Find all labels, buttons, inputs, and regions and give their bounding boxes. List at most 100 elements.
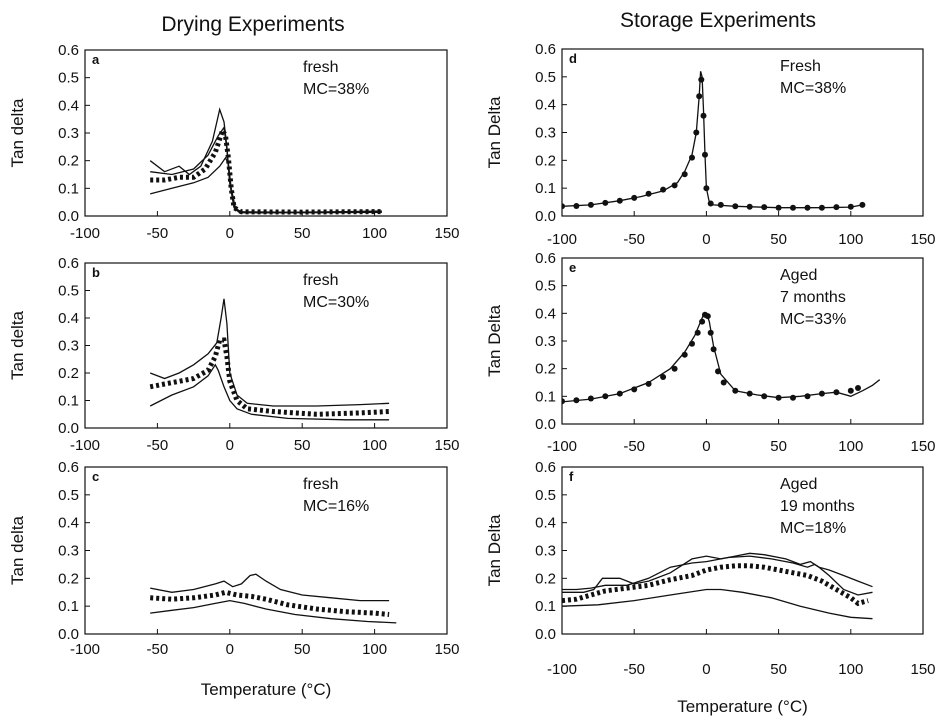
panel-annotation: MC=18% [780, 520, 846, 537]
data-point [631, 386, 638, 393]
y-tick-label: 0.1 [535, 180, 556, 197]
x-tick-label: 0 [702, 661, 710, 678]
data-point [602, 393, 609, 400]
data-point [804, 393, 811, 400]
panel-annotation: 19 months [780, 498, 855, 515]
data-point [703, 185, 710, 192]
y-tick-label: 0.1 [58, 180, 79, 197]
data-point [681, 171, 688, 178]
panel-annotation: MC=30% [303, 294, 369, 311]
data-point [587, 201, 594, 208]
x-tick-label: -100 [70, 437, 100, 454]
x-tick-label: 50 [770, 661, 787, 678]
data-point [707, 329, 714, 336]
y-tick-label: 0.4 [535, 305, 556, 322]
panel-letter: e [569, 260, 576, 275]
data-point [847, 203, 854, 210]
y-tick-label: 0.4 [535, 515, 556, 532]
panel-annotation: Fresh [780, 58, 821, 75]
data-point [671, 365, 678, 372]
data-point [699, 318, 706, 325]
data-point [715, 368, 721, 375]
x-tick-label: -50 [623, 438, 645, 455]
x-tick-label: 0 [226, 437, 234, 454]
data-point [689, 154, 695, 161]
panel-letter: d [569, 51, 577, 66]
y-tick-label: 0.0 [535, 416, 556, 433]
x-tick-label: -100 [547, 661, 577, 678]
data-point [761, 204, 768, 211]
panel-annotation: fresh [303, 59, 339, 76]
data-point [761, 393, 768, 400]
plot-frame [561, 257, 924, 425]
x-tick-label: 50 [770, 231, 787, 248]
x-tick-label: 150 [910, 231, 935, 248]
data-point [775, 204, 782, 211]
x-tick-label: 0 [702, 438, 710, 455]
y-tick-label: 0.3 [535, 125, 556, 142]
data-point [804, 204, 811, 211]
x-tick-label: 0 [226, 225, 234, 242]
x-tick-label: -50 [623, 231, 645, 248]
data-point [818, 204, 825, 211]
y-tick-label: 0.6 [58, 42, 79, 59]
series-group [562, 71, 866, 211]
series-dotted-line [562, 563, 869, 607]
series-line [149, 298, 390, 407]
x-tick-label: 100 [362, 437, 387, 454]
panel-annotation: fresh [303, 272, 339, 289]
panel-annotation: MC=38% [303, 81, 369, 98]
y-tick-label: 0.6 [535, 459, 556, 476]
y-tick-label: 0.4 [58, 515, 79, 532]
y-tick-label: 0.3 [535, 333, 556, 350]
y-tick-label: 0.3 [58, 338, 79, 355]
data-point [775, 394, 782, 401]
panel-annotation: fresh [303, 476, 339, 493]
x-tick-label: 100 [838, 231, 863, 248]
x-tick-label: 50 [294, 437, 311, 454]
data-point [833, 204, 840, 211]
y-tick-label: 0.0 [58, 420, 79, 437]
y-tick-label: 0.2 [58, 570, 79, 587]
y-tick-label: 0.3 [58, 125, 79, 142]
panel-annotation: Aged [780, 476, 817, 493]
x-tick-label: 50 [770, 438, 787, 455]
x-tick-label: 150 [910, 661, 935, 678]
data-point [660, 374, 667, 380]
y-tick-label: 0.2 [535, 152, 556, 169]
panel-letter: f [569, 469, 574, 484]
x-tick-label: -50 [147, 437, 169, 454]
y-tick-label: 0.6 [535, 250, 556, 267]
data-point [698, 76, 705, 83]
data-point [689, 340, 695, 347]
data-point [587, 395, 594, 402]
y-tick-label: 0.0 [58, 208, 79, 225]
data-point [702, 151, 708, 158]
data-point [790, 204, 796, 211]
y-tick-label: 0.5 [535, 69, 556, 86]
data-point [694, 329, 701, 336]
data-point [562, 203, 565, 210]
y-tick-label: 0.5 [535, 278, 556, 295]
y-tick-label: 0.4 [535, 97, 556, 114]
y-axis-label: Tan Delta [485, 305, 504, 377]
y-tick-label: 0.6 [58, 255, 79, 272]
data-point [732, 203, 739, 210]
data-point [562, 398, 565, 405]
data-point [746, 203, 753, 210]
y-tick-label: 0.0 [58, 626, 79, 643]
data-point [847, 387, 854, 394]
data-point [818, 390, 825, 397]
y-axis-label: Tan Delta [485, 514, 504, 586]
series-line [150, 573, 390, 602]
series-group [149, 107, 382, 215]
data-point [746, 390, 753, 397]
right-column-title: Storage Experiments [620, 9, 816, 32]
y-tick-label: 0.3 [58, 543, 79, 560]
x-tick-label: 50 [294, 641, 311, 658]
series-line [562, 588, 873, 620]
panel-annotation: MC=38% [780, 80, 846, 97]
data-point [710, 346, 717, 353]
y-axis-label: Tan delta [8, 98, 27, 168]
series-line [150, 125, 382, 214]
